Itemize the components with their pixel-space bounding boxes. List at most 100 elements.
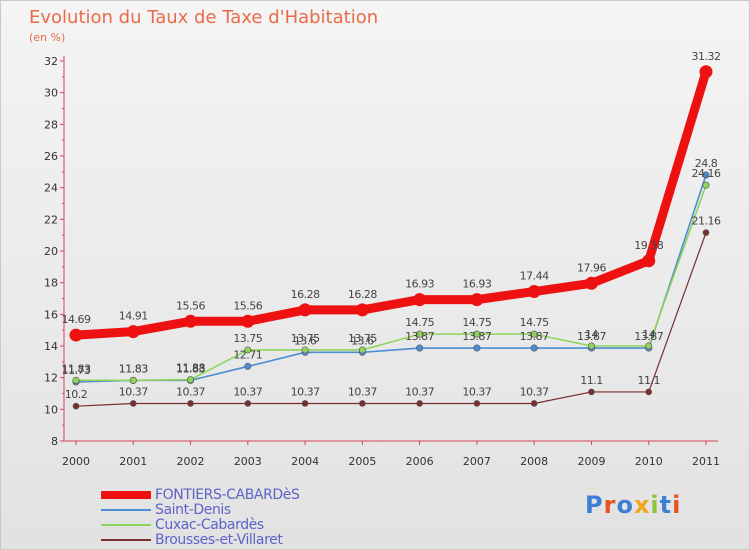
data-point-brousses-et-villaret	[702, 229, 710, 236]
data-point-fontiers-cabard-s	[470, 293, 484, 307]
data-label-fontiers-cabard-s: 14.91	[119, 310, 148, 323]
data-label-cuxac-cabard-s: 13.75	[291, 332, 320, 345]
x-tick-label: 2005	[348, 455, 376, 468]
data-label-fontiers-cabard-s: 14.69	[62, 313, 91, 326]
data-label-brousses-et-villaret: 10.2	[65, 388, 88, 401]
data-label-saint-denis: 13.6	[294, 334, 317, 347]
y-tick-label: 28	[44, 118, 58, 131]
data-label-fontiers-cabard-s: 16.93	[405, 278, 434, 291]
data-point-fontiers-cabard-s	[298, 303, 312, 317]
chart-unit: (en %)	[29, 31, 66, 44]
data-point-brousses-et-villaret	[187, 400, 194, 407]
data-label-brousses-et-villaret: 10.37	[176, 385, 205, 398]
x-tick-label: 2010	[635, 455, 663, 468]
legend-item-saint-denis: Saint-Denis	[101, 501, 299, 518]
data-label-brousses-et-villaret: 11.1	[637, 374, 660, 387]
data-point-cuxac-cabard-s	[72, 376, 80, 384]
legend-swatch	[101, 523, 151, 526]
data-point-cuxac-cabard-s	[645, 342, 653, 350]
legend-label: FONTIERS-CABARDèS	[155, 486, 300, 503]
logo-letter: P	[585, 491, 604, 519]
logo-letter: t	[659, 491, 673, 519]
data-label-brousses-et-villaret: 10.37	[348, 385, 377, 398]
logo-letter: i	[672, 491, 682, 519]
data-point-brousses-et-villaret	[72, 402, 80, 410]
data-label-saint-denis: 11.83	[176, 362, 205, 375]
data-point-fontiers-cabard-s	[584, 276, 598, 290]
data-point-cuxac-cabard-s	[129, 376, 137, 384]
legend-swatch	[101, 538, 151, 541]
data-point-cuxac-cabard-s	[473, 330, 481, 338]
data-point-brousses-et-villaret	[416, 400, 423, 407]
logo-letter: x	[633, 491, 651, 519]
data-label-saint-denis: 13.87	[634, 330, 663, 343]
data-point-fontiers-cabard-s	[184, 314, 198, 328]
data-label-fontiers-cabard-s: 15.56	[233, 299, 262, 312]
legend-label: Brousses-et-Villaret	[155, 531, 283, 548]
data-point-fontiers-cabard-s	[69, 328, 83, 342]
data-label-saint-denis: 13.87	[462, 330, 491, 343]
y-tick-label: 30	[44, 87, 58, 100]
data-point-fontiers-cabard-s	[355, 303, 369, 317]
series-line-brousses-et-villaret	[75, 232, 707, 407]
data-point-saint-denis	[473, 344, 481, 352]
x-tick-label: 2007	[463, 455, 491, 468]
data-label-cuxac-cabard-s: 14	[642, 328, 655, 341]
data-point-cuxac-cabard-s	[301, 346, 309, 354]
y-tick-label: 22	[44, 213, 58, 226]
data-point-saint-denis	[702, 171, 710, 179]
data-point-brousses-et-villaret	[588, 388, 595, 396]
legend-item-brousses-et-villaret: Brousses-et-Villaret	[101, 531, 299, 548]
data-label-saint-denis: 12.71	[233, 348, 262, 361]
data-label-brousses-et-villaret: 10.37	[119, 385, 148, 398]
x-tick-label: 2006	[406, 455, 434, 468]
legend-item-cuxac-cabard-s: Cuxac-Cabardès	[101, 516, 299, 533]
data-label-brousses-et-villaret: 11.1	[580, 374, 603, 387]
series-line-fontiers-cabard-s	[71, 67, 711, 340]
legend-label: Saint-Denis	[155, 501, 231, 518]
data-point-cuxac-cabard-s	[244, 346, 252, 354]
data-label-saint-denis: 24.8	[695, 157, 718, 170]
data-label-cuxac-cabard-s: 11.83	[62, 362, 91, 375]
data-point-brousses-et-villaret	[530, 400, 538, 407]
data-label-saint-denis: 11.83	[119, 362, 148, 375]
data-point-saint-denis	[244, 362, 252, 370]
data-point-brousses-et-villaret	[129, 400, 137, 407]
legend-label: Cuxac-Cabardès	[155, 516, 264, 533]
data-label-fontiers-cabard-s: 16.28	[291, 288, 320, 301]
data-label-brousses-et-villaret: 10.37	[520, 385, 549, 398]
logo-letter: o	[616, 491, 634, 519]
data-point-brousses-et-villaret	[645, 388, 653, 396]
data-label-fontiers-cabard-s: 19.38	[634, 239, 663, 252]
data-point-cuxac-cabard-s	[358, 346, 366, 354]
data-point-brousses-et-villaret	[359, 400, 366, 407]
data-label-saint-denis: 13.87	[520, 330, 549, 343]
x-tick-label: 2009	[577, 455, 605, 468]
data-point-fontiers-cabard-s	[413, 293, 427, 307]
data-point-fontiers-cabard-s	[699, 65, 713, 79]
data-label-fontiers-cabard-s: 17.96	[577, 261, 606, 274]
data-label-cuxac-cabard-s: 13.75	[233, 332, 262, 345]
y-tick-label: 26	[44, 150, 58, 163]
proxiti-logo: Proxiti	[585, 491, 681, 519]
data-point-cuxac-cabard-s	[702, 181, 710, 189]
y-tick-label: 10	[44, 403, 58, 416]
x-tick-label: 2000	[62, 455, 90, 468]
y-tick-label: 24	[44, 182, 58, 195]
x-tick-label: 2003	[234, 455, 262, 468]
chart-legend: FONTIERS-CABARDèS Saint-Denis Cuxac-Cabard…	[101, 486, 300, 548]
y-tick-label: 20	[44, 245, 58, 258]
y-tick-label: 14	[44, 340, 58, 353]
legend-swatch	[101, 508, 151, 511]
data-point-cuxac-cabard-s	[416, 330, 424, 338]
data-point-fontiers-cabard-s	[527, 285, 541, 299]
data-label-cuxac-cabard-s: 14.75	[462, 316, 491, 329]
data-point-brousses-et-villaret	[473, 400, 481, 407]
y-tick-label: 32	[44, 55, 58, 68]
data-point-brousses-et-villaret	[301, 400, 309, 407]
data-point-cuxac-cabard-s	[587, 342, 595, 350]
data-label-cuxac-cabard-s: 13.75	[348, 332, 377, 345]
x-tick-label: 2002	[177, 455, 205, 468]
data-label-cuxac-cabard-s: 14	[585, 328, 598, 341]
